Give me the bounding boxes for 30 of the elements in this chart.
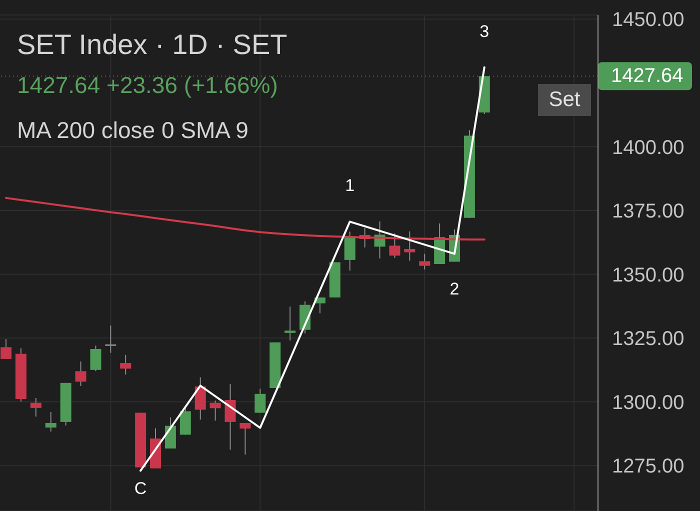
candlestick xyxy=(180,406,191,436)
text: Set xyxy=(538,84,591,116)
candlestick xyxy=(284,306,296,342)
candlestick xyxy=(75,360,86,386)
candlestick xyxy=(30,397,42,418)
ref-line-label: 1427.64 xyxy=(611,65,684,88)
candlestick xyxy=(105,325,116,354)
y-tick-label: 1275.00 xyxy=(612,456,684,478)
text: SET Index · 1D · SET xyxy=(17,29,288,60)
annotation: MA 200 close 0 SMA 9 xyxy=(17,117,248,143)
annotation: 2 xyxy=(450,279,460,298)
candlestick xyxy=(254,388,266,414)
candlestick xyxy=(120,354,132,375)
candlestick xyxy=(240,422,251,456)
candlestick xyxy=(0,338,12,360)
text: 1427.64 +23.36 (+1.66%) xyxy=(17,72,278,98)
y-tick-label: 1300.00 xyxy=(612,392,684,414)
y-tick-label: 1375.00 xyxy=(612,200,684,223)
annotation: 3 xyxy=(480,22,490,41)
candlestick xyxy=(90,345,102,372)
annotation: C xyxy=(134,479,147,498)
annotation: 1 xyxy=(345,176,355,196)
y-tick-label: 1450.00 xyxy=(612,9,684,32)
candlestick xyxy=(45,412,56,432)
candlestick xyxy=(419,253,430,270)
y-tick-label: 1400.00 xyxy=(612,136,684,159)
y-tick-label: 1350.00 xyxy=(612,264,684,286)
candlestick xyxy=(344,231,356,272)
y-tick-label: 1325.00 xyxy=(612,328,684,350)
candlestick xyxy=(210,400,221,422)
